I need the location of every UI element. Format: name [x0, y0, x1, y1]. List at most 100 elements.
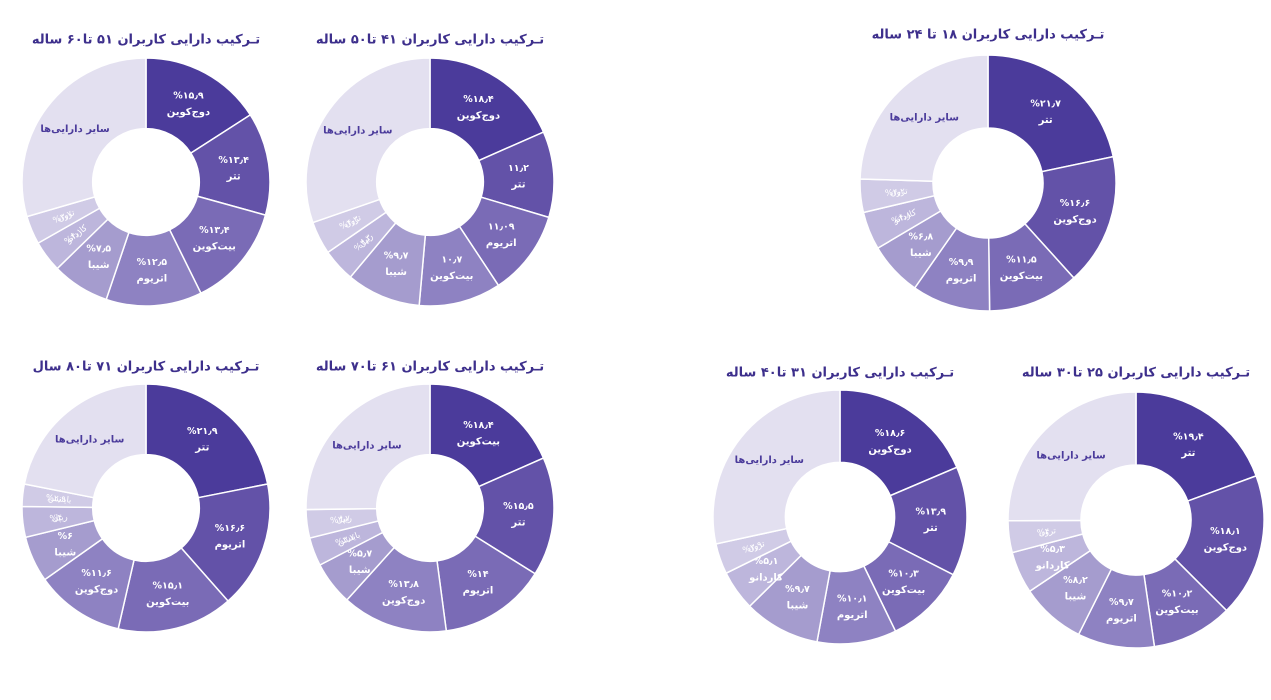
donut-slice	[145, 57, 252, 155]
slice-category: سایر دارایی‌ها	[1036, 450, 1106, 461]
slice-category: سایر دارایی‌ها	[40, 124, 110, 135]
slice-category: دوج‌کوین	[75, 585, 118, 596]
slice-value: %۱۳٫۸	[388, 579, 419, 590]
slice-category: ترون	[890, 187, 909, 199]
chart-title: تـرکیب دارایی کاربران ۷۱ تا۸۰ سال	[33, 360, 260, 375]
slice-category: بیت‌کوین	[457, 437, 500, 448]
slice-category: بیت‌کوین	[1000, 271, 1043, 282]
slice-category: بیت‌کوین	[430, 271, 473, 282]
slice-category: تتر	[923, 523, 938, 534]
slice-category: شیبا	[88, 260, 110, 271]
slice-category: تتر	[1180, 448, 1195, 459]
slice-category: تتر	[226, 172, 241, 183]
slice-value: %۲۱٫۹	[187, 426, 218, 437]
slice-category: تتر	[194, 443, 209, 454]
slice-value: %۱۵٫۹	[173, 91, 204, 102]
slice-value: %۱۰٫۲	[1162, 588, 1193, 599]
slice-value: ۱۱٫۰۹	[488, 221, 515, 232]
slice-category: تتر	[510, 517, 525, 528]
slice-category: ریپل	[52, 512, 69, 524]
slice-value: %۱۶٫۶	[215, 523, 246, 534]
slice-category: اتریوم	[1106, 613, 1137, 624]
slice-value: %۱۸٫۶	[875, 428, 906, 439]
chart-title: تـرکیب دارایی کاربران ۴۱ تا۵۰ ساله	[316, 33, 544, 48]
donut-slice	[839, 389, 958, 497]
slice-category: تتر	[1038, 115, 1053, 126]
slice-category: دوج‌کوین	[1204, 543, 1247, 554]
donut-slice	[474, 457, 555, 575]
slice-value: %۱۵٫۱	[153, 580, 184, 591]
slice-category: شیبا	[349, 565, 371, 576]
donut-slice	[305, 57, 431, 224]
slice-value: %۷٫۵	[86, 244, 111, 255]
slice-category: اتریوم	[215, 539, 246, 550]
slice-value: ۱۱٫۲	[508, 163, 529, 174]
slice-category: بیت‌کوین	[882, 585, 925, 596]
slice-value: %۹٫۷	[1109, 597, 1134, 608]
slice-category: اتریوم	[837, 610, 868, 621]
donut-slice	[1173, 474, 1265, 612]
slice-value: %۹٫۹	[949, 257, 974, 268]
slice-value: %۱۶٫۶	[1060, 198, 1091, 209]
slice-category: اتریوم	[486, 238, 517, 249]
slice-value: %۳٫۷	[330, 514, 352, 527]
slice-category: سایر دارایی‌ها	[332, 441, 402, 452]
slice-value: %۵٫۷	[347, 549, 372, 560]
slice-value: %۹٫۷	[384, 250, 409, 261]
chart-title: تـرکیب دارایی کاربران ۲۵ تا۳۰ ساله	[1022, 366, 1250, 381]
chart-title: تـرکیب دارایی کاربران ۶۱ تا۷۰ ساله	[316, 360, 544, 375]
slice-category: شیبا	[54, 548, 76, 559]
slice-value: %۴	[49, 513, 63, 524]
donut-slice	[145, 383, 269, 499]
slice-value: %۱۸٫۴	[463, 94, 494, 105]
slice-category: کاردانو	[748, 573, 783, 584]
chart-title: تـرکیب دارایی کاربران ۵۱ تا۶۰ ساله	[32, 33, 260, 48]
slice-category: سایر دارایی‌ها	[323, 126, 393, 137]
slice-category: سایر دارایی‌ها	[735, 455, 805, 466]
slice-category: ترون	[1038, 526, 1057, 538]
slice-category: دوج‌کوین	[868, 444, 911, 455]
donut-slice	[1007, 391, 1137, 522]
slice-value: %۹٫۷	[785, 584, 810, 595]
slice-value: %۴	[1036, 527, 1050, 539]
slice-category: بیت‌کوین	[146, 597, 189, 608]
slice-value: %۱۳٫۴	[218, 155, 249, 166]
donut-slice	[712, 389, 841, 545]
chart-title: تـرکیب دارایی کاربران ۳۱ تا۴۰ ساله	[726, 366, 954, 381]
slice-category: ریپل	[336, 514, 353, 526]
slice-value: %۱۸٫۱	[1210, 526, 1241, 537]
slice-category: دوج‌کوین	[167, 107, 210, 118]
slice-value: %۱۹٫۴	[1173, 431, 1204, 442]
slice-category: شیبا	[1065, 592, 1087, 603]
slice-category: دوج‌کوین	[1053, 214, 1096, 225]
donut-slice	[859, 54, 989, 183]
slice-category: سایر دارایی‌ها	[890, 112, 960, 123]
slice-category: سایر دارایی‌ها	[55, 435, 125, 446]
slice-value: %۱۵٫۵	[503, 501, 534, 512]
slice-category: شیبا	[787, 600, 809, 611]
slice-value: %۶٫۸	[909, 232, 934, 243]
slice-category: اتریوم	[946, 273, 977, 284]
slice-category: بیت‌کوین	[1155, 605, 1198, 616]
slice-value: %۱۴	[467, 569, 488, 580]
donut-slice	[21, 57, 147, 218]
slice-value: %۱۲٫۵	[137, 257, 168, 268]
donut-slice	[305, 383, 431, 511]
donut-slice	[987, 54, 1115, 173]
donut-slice	[23, 383, 147, 499]
slice-value: %۵٫۱	[754, 556, 779, 567]
slice-value: %۱۳٫۴	[199, 225, 230, 236]
slice-category: شیبا	[910, 248, 932, 259]
slice-value: %۶	[58, 531, 73, 542]
donut-slice	[429, 57, 545, 162]
slice-category: کاردانو	[1035, 561, 1070, 572]
slice-category: دوج‌کوین	[382, 596, 425, 607]
slice-category: تتر	[510, 179, 525, 190]
slice-value: %۱۱٫۵	[1006, 255, 1037, 266]
donut-slice	[1023, 155, 1117, 280]
